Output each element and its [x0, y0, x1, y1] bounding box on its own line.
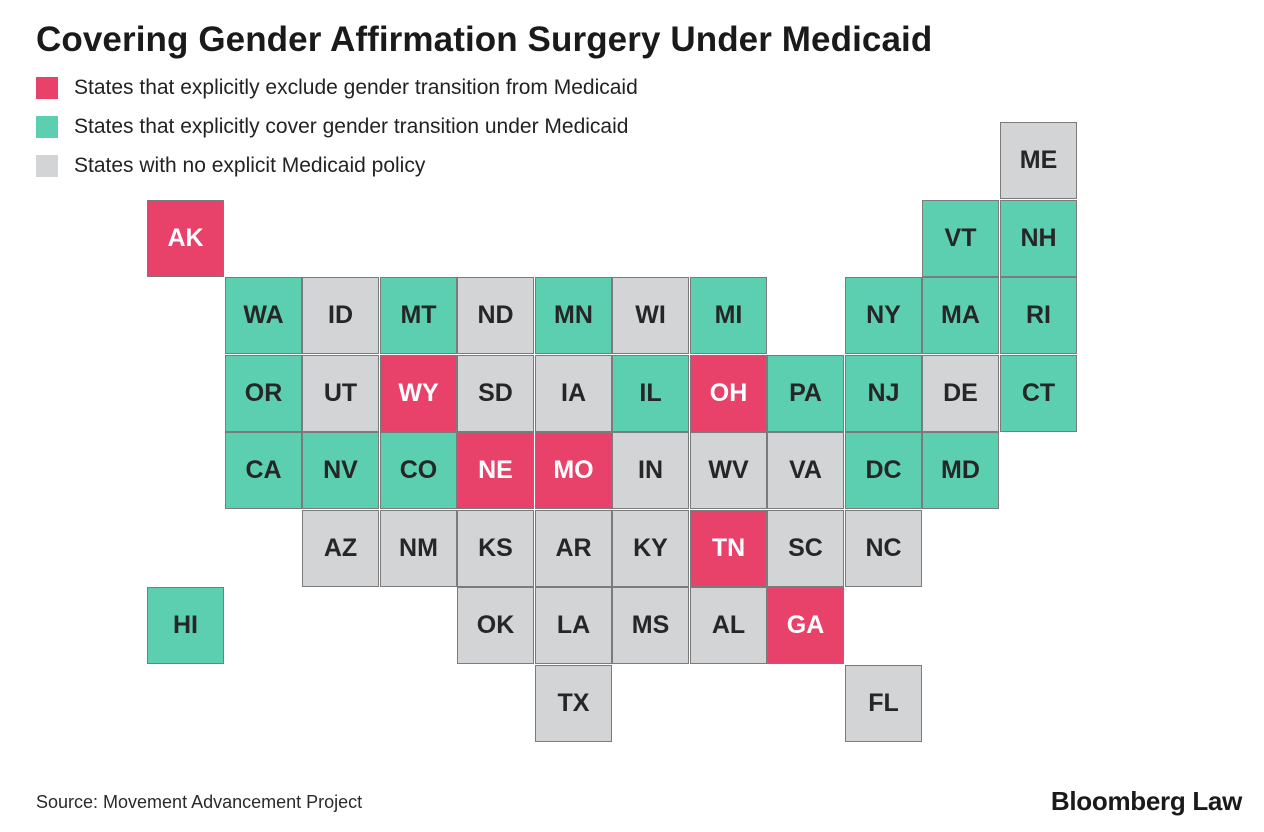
legend-swatch-none [36, 154, 58, 177]
state-tile-pa: PA [767, 355, 844, 432]
state-tile-wi: WI [612, 277, 689, 354]
state-tile-ky: KY [612, 510, 689, 587]
state-tile-wa: WA [225, 277, 302, 354]
state-tile-nc: NC [845, 510, 922, 587]
legend-swatch-cover [36, 115, 58, 138]
legend: States that explicitly exclude gender tr… [36, 68, 638, 185]
legend-label-exclude: States that explicitly exclude gender tr… [74, 75, 638, 99]
state-tile-mn: MN [535, 277, 612, 354]
legend-swatch-exclude [36, 76, 58, 99]
state-tile-nd: ND [457, 277, 534, 354]
state-tile-ar: AR [535, 510, 612, 587]
state-tile-ok: OK [457, 587, 534, 664]
state-tile-la: LA [535, 587, 612, 664]
state-tile-ri: RI [1000, 277, 1077, 354]
state-tile-ny: NY [845, 277, 922, 354]
state-tile-de: DE [922, 355, 999, 432]
state-tile-va: VA [767, 432, 844, 509]
state-tile-sc: SC [767, 510, 844, 587]
state-tile-oh: OH [690, 355, 767, 432]
state-tile-wv: WV [690, 432, 767, 509]
state-tile-me: ME [1000, 122, 1077, 199]
chart-title: Covering Gender Affirmation Surgery Unde… [36, 20, 933, 59]
state-tile-ut: UT [302, 355, 379, 432]
state-tile-vt: VT [922, 200, 999, 277]
state-tile-nv: NV [302, 432, 379, 509]
state-tile-dc: DC [845, 432, 922, 509]
state-tile-ia: IA [535, 355, 612, 432]
state-tile-nh: NH [1000, 200, 1077, 277]
legend-label-none: States with no explicit Medicaid policy [74, 153, 426, 177]
state-tile-in: IN [612, 432, 689, 509]
source-note: Source: Movement Advancement Project [36, 792, 363, 812]
state-tile-ca: CA [225, 432, 302, 509]
state-tile-ks: KS [457, 510, 534, 587]
state-tile-tx: TX [535, 665, 612, 742]
state-tile-nm: NM [380, 510, 457, 587]
state-tile-mt: MT [380, 277, 457, 354]
state-tile-md: MD [922, 432, 999, 509]
state-tile-ct: CT [1000, 355, 1077, 432]
state-tile-ga: GA [767, 587, 844, 664]
state-tile-mo: MO [535, 432, 612, 509]
legend-label-cover: States that explicitly cover gender tran… [74, 114, 629, 138]
legend-item-exclude: States that explicitly exclude gender tr… [36, 68, 638, 107]
legend-item-cover: States that explicitly cover gender tran… [36, 107, 638, 146]
state-tile-wy: WY [380, 355, 457, 432]
state-tile-tn: TN [690, 510, 767, 587]
state-tile-co: CO [380, 432, 457, 509]
state-tile-al: AL [690, 587, 767, 664]
state-tile-sd: SD [457, 355, 534, 432]
legend-item-none: States with no explicit Medicaid policy [36, 146, 638, 185]
state-tile-nj: NJ [845, 355, 922, 432]
state-tile-il: IL [612, 355, 689, 432]
state-tile-hi: HI [147, 587, 224, 664]
state-tile-ms: MS [612, 587, 689, 664]
state-tile-or: OR [225, 355, 302, 432]
state-tile-az: AZ [302, 510, 379, 587]
brand-logo: Bloomberg Law [1050, 786, 1242, 816]
state-tile-mi: MI [690, 277, 767, 354]
state-tile-ak: AK [147, 200, 224, 277]
state-tile-ne: NE [457, 432, 534, 509]
state-tile-ma: MA [922, 277, 999, 354]
state-tile-fl: FL [845, 665, 922, 742]
state-tile-id: ID [302, 277, 379, 354]
